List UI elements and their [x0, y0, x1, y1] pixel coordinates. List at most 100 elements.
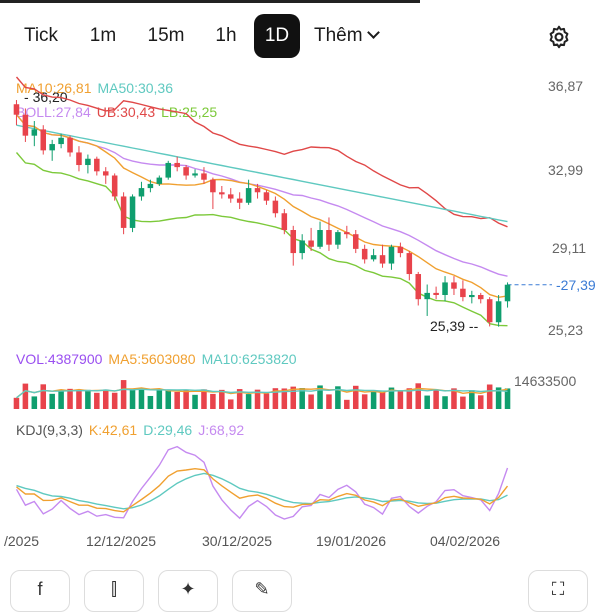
volume-legend: VOL:4387900 MA5:5603080 MA10:6253820 [16, 351, 303, 367]
candle-body [272, 200, 279, 214]
volume-bar [361, 394, 368, 409]
tab-15m[interactable]: 15m [147, 25, 185, 46]
candle-body [317, 230, 323, 247]
price-axis-label: 25,23 [548, 322, 584, 338]
kdj-j-line [15, 445, 509, 520]
volume-bar [486, 384, 493, 409]
x-axis-label: 19/01/2026 [316, 533, 387, 549]
volume-bar [299, 388, 305, 409]
legend-ma10: MA10:26,81 [16, 80, 92, 96]
candle-body [379, 255, 386, 264]
tab-1m[interactable]: 1m [89, 25, 117, 46]
volume-bar [120, 380, 127, 409]
volume-bar [290, 386, 297, 409]
volume-bar [272, 388, 279, 409]
price-legend-row2: BOLL:27,84 UB:30,43 LB:25,25 [16, 104, 223, 120]
volume-bar [67, 388, 73, 409]
candle-body [460, 288, 466, 298]
volume-bar [22, 383, 29, 409]
tab-1h[interactable]: 1h [215, 25, 237, 46]
volume-bar [281, 388, 288, 409]
candle-body [192, 173, 198, 176]
candle-body [451, 282, 457, 289]
volume-bar [49, 393, 55, 409]
volume-bar [76, 390, 82, 409]
volume-bar [210, 393, 216, 409]
x-axis-label: 12/12/2025 [86, 533, 157, 549]
candle-body [352, 234, 359, 249]
tab-tick[interactable]: Tick [23, 25, 59, 46]
candle-body [263, 192, 270, 201]
top-divider [0, 0, 420, 3]
candle-body [486, 299, 493, 323]
candle-body [85, 158, 91, 166]
volume-bar [40, 384, 47, 409]
tab-more[interactable]: Thêm [314, 14, 400, 58]
low-label: 25,39 -- [430, 318, 479, 334]
volume-bar [308, 394, 314, 409]
volume-bar [388, 387, 395, 409]
indicator-f-button[interactable]: f [10, 570, 70, 612]
volume-bar [406, 388, 413, 409]
kdj-legend: KDJ(9,3,3) K:42,61 D:29,46 J:68,92 [16, 422, 250, 438]
candle-body [76, 152, 82, 166]
volume-bar [254, 389, 261, 409]
candle-body [49, 144, 55, 151]
volume-bar [370, 390, 377, 409]
candlestick-chart[interactable] [0, 0, 600, 560]
volume-bar [129, 389, 136, 409]
timeframe-tabs: Tick 1m 15m 1h 1D Thêm [0, 14, 600, 58]
candle-body [201, 173, 207, 180]
candle-body [308, 240, 314, 247]
volume-bar [201, 389, 207, 409]
volume-bar [174, 391, 180, 409]
tab-1d[interactable]: 1D [254, 14, 300, 58]
legend-vol-ma5: MA5:5603080 [108, 351, 196, 367]
volume-bar [227, 399, 234, 409]
draw-tool-button[interactable]: ✎ [232, 570, 292, 612]
volume-bar [317, 385, 323, 409]
candle-body [94, 158, 100, 172]
volume-bar [138, 387, 145, 409]
legend-lb: LB:25,25 [161, 104, 218, 120]
volume-bar [236, 389, 243, 409]
candle-type-button[interactable]: ⫿ [84, 570, 144, 612]
x-axis-label: 04/02/2026 [430, 533, 501, 549]
tab-more-label: Thêm [314, 25, 363, 46]
volume-bar [442, 396, 448, 409]
volume-bar [94, 392, 100, 409]
volume-bar [165, 390, 172, 409]
candle-body [415, 274, 422, 300]
legend-boll: BOLL:27,84 [16, 104, 91, 120]
gear-icon[interactable] [546, 24, 572, 50]
price-legend-row1: MA10:26,81 MA50:30,36 [16, 80, 179, 96]
candle-body [13, 104, 20, 115]
candle-body [495, 301, 502, 323]
candle-body [129, 196, 136, 228]
volume-bar [85, 389, 91, 409]
candle-body [433, 292, 439, 295]
candle-body [236, 198, 243, 203]
boll-upper-line [15, 76, 508, 228]
candle-body [67, 137, 73, 153]
last-price-value: 27,39 [560, 277, 596, 293]
candle-body [156, 177, 163, 184]
candle-body [227, 194, 234, 199]
volume-bar [335, 386, 341, 409]
ma50-line [16, 124, 508, 223]
ai-sparkle-button[interactable]: ✦ [158, 570, 218, 612]
volume-bar [111, 392, 118, 409]
candle-body [442, 282, 448, 295]
candle-body [504, 284, 511, 302]
fullscreen-button[interactable]: ⛶ [528, 570, 588, 612]
volume-bar [469, 390, 475, 409]
candle-body [183, 167, 189, 176]
legend-j: J:68,92 [198, 422, 245, 438]
volume-bar [147, 395, 154, 409]
candle-body [22, 114, 29, 136]
candle-body [406, 253, 413, 275]
candle-body [120, 196, 127, 228]
candle-body [138, 188, 145, 197]
legend-ma50: MA50:30,36 [97, 80, 174, 96]
kdj-d-line [16, 472, 508, 510]
